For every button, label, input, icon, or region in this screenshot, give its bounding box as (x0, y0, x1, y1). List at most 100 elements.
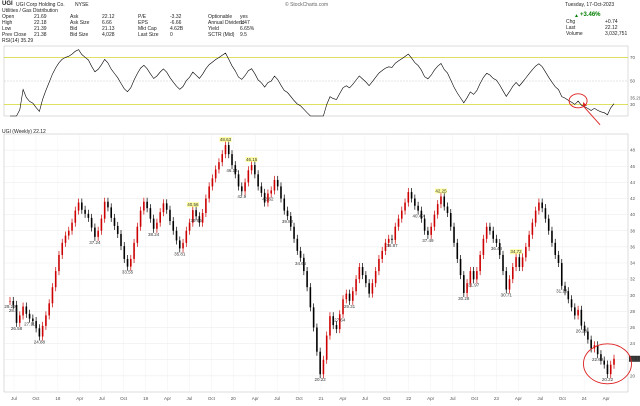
price-candle (453, 226, 455, 243)
price-candle (198, 216, 201, 223)
price-candle (77, 202, 80, 211)
price-candle (489, 226, 491, 231)
price-candle (430, 226, 432, 235)
price-candle (224, 145, 227, 155)
price-candle (169, 209, 171, 222)
value-annotation: 36.87 (386, 243, 398, 248)
price-candle (201, 213, 204, 223)
x-tick-label: Apr (252, 396, 260, 401)
x-tick-label: Jul (537, 396, 543, 401)
value-annotation: 42.25 (435, 188, 447, 193)
price-candle (574, 307, 576, 316)
price-candle (463, 275, 465, 293)
price-candle (397, 218, 400, 227)
price-candle (456, 242, 459, 259)
price-candle (143, 201, 145, 211)
price-candle (54, 271, 57, 288)
right-quote-key: Volume (566, 31, 583, 37)
quote-value: 22.18 (34, 20, 47, 26)
price-candle (286, 210, 289, 217)
price-candle (394, 226, 397, 240)
price-candle (120, 233, 122, 247)
price-candle (352, 291, 354, 301)
right-quote-key: Last (566, 25, 576, 31)
price-candle (22, 306, 24, 316)
value-annotation: 20.22 (602, 377, 614, 382)
price-candle (338, 314, 341, 330)
value-annotation: 42.9 (237, 194, 246, 199)
quote-key: Prev Close (2, 32, 27, 38)
price-candle (103, 201, 106, 219)
price-candle (172, 221, 175, 231)
y-tick-label: 34 (630, 261, 636, 266)
value-annotation: 24.88 (34, 340, 46, 345)
peak-label-bg (219, 137, 232, 143)
price-candle (214, 169, 217, 179)
x-tick-label: Oct (471, 396, 479, 401)
value-annotation: 33.55 (122, 270, 134, 275)
price-candle (410, 192, 413, 199)
price-candle (479, 254, 481, 272)
price-candle (64, 235, 67, 243)
price-candle (567, 291, 570, 300)
price-candle (342, 299, 344, 315)
x-tick-label: Jul (450, 396, 456, 401)
rsi-level-label: 50 (630, 79, 636, 84)
price-candle (560, 263, 563, 286)
y-tick-label: 38 (630, 228, 636, 233)
value-annotation: 40.56 (187, 202, 199, 207)
value-annotation: 30.71 (501, 293, 513, 298)
x-tick-label: Oct (208, 396, 216, 401)
x-tick-label: Oct (296, 396, 304, 401)
price-candle (35, 321, 37, 329)
peak-label-bg (434, 188, 447, 194)
price-candle (508, 279, 511, 290)
peak-label-bg (245, 157, 258, 163)
y-tick-label: 26 (630, 325, 636, 330)
quote-value: 21.13 (102, 26, 115, 32)
rsi-line (10, 49, 615, 117)
y-tick-label: 46 (630, 164, 636, 169)
price-candle (51, 287, 54, 304)
price-candle (348, 293, 351, 301)
price-candle (443, 196, 446, 207)
price-candle (404, 202, 406, 211)
price-candle (541, 202, 543, 209)
rsi-last-label: 35.29 (630, 96, 640, 101)
rsi-highlight-circle (568, 93, 588, 109)
value-annotation: 37.49 (422, 238, 434, 243)
price-candle (260, 186, 263, 193)
value-annotation: 39.82 (282, 219, 294, 224)
price-candle (280, 186, 282, 199)
price-candle (528, 234, 530, 247)
price-candle (136, 226, 139, 243)
price-candle (241, 186, 243, 192)
value-annotation: 27.11 (24, 322, 35, 327)
price-candle (511, 267, 514, 280)
price-candle (162, 203, 165, 213)
quote-value: 6.66 (102, 20, 112, 26)
price-candle (355, 279, 357, 292)
price-candle (319, 351, 321, 375)
price-candle (609, 364, 612, 375)
value-annotation: 22.69 (592, 357, 604, 362)
price-candle (276, 179, 279, 187)
up-arrow-icon: ▲ (574, 13, 579, 19)
price-candle (12, 300, 15, 305)
price-candle (263, 192, 266, 203)
watermark: © StockCharts.com (285, 2, 329, 8)
price-candle (146, 201, 148, 209)
price-candle (107, 201, 109, 208)
price-candle (459, 258, 462, 276)
x-tick-label: Oct (383, 396, 391, 401)
ticker-symbol: UGI (2, 1, 13, 7)
price-candle (603, 360, 606, 365)
price-candle (296, 238, 299, 251)
price-candle (518, 257, 521, 268)
price-candle (247, 170, 250, 183)
price-candle (45, 315, 47, 326)
right-quote-value: +0.74 (605, 19, 618, 25)
price-candle (133, 242, 135, 259)
price-candle (48, 303, 50, 316)
price-candle (130, 258, 132, 267)
